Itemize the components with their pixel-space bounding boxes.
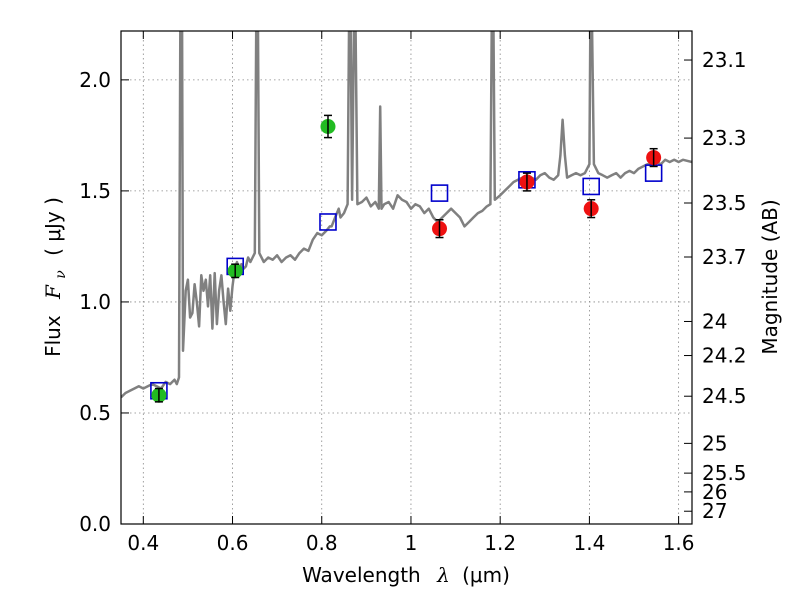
y2-tick-label: 26 bbox=[702, 480, 727, 504]
x-tick-label: 0.8 bbox=[306, 531, 338, 555]
grid bbox=[121, 31, 692, 525]
y2-tick-label: 24 bbox=[702, 309, 727, 333]
y2-tick-label: 24.5 bbox=[702, 384, 747, 408]
model-square bbox=[430, 184, 449, 202]
y2-tick-label: 27 bbox=[702, 499, 727, 523]
spectrum-line bbox=[121, 31, 692, 399]
y-axis-title-unit: ( μJy ) bbox=[41, 197, 65, 256]
y-axis-title-symbol: F bbox=[41, 284, 65, 300]
plot-frame bbox=[120, 30, 693, 525]
ticks: 0.4 0.6 0.8 1 1.2 1.4 1.6 0.0 0.5 1.0 1.5 2.0 23.1 23… bbox=[79, 31, 747, 555]
y2-tick-label: 24.2 bbox=[702, 344, 747, 368]
y2-tick-label: 23.3 bbox=[702, 126, 747, 150]
y2-tick-label: 23.5 bbox=[702, 191, 747, 215]
x-tick-label: 1.4 bbox=[573, 531, 605, 555]
x-axis-title-symbol: λ bbox=[436, 563, 450, 587]
data-layer bbox=[121, 31, 692, 403]
y2-tick-label: 23.7 bbox=[702, 245, 747, 269]
x-tick-label: 1.6 bbox=[663, 531, 695, 555]
x-axis-title-main: Wavelength bbox=[302, 563, 421, 587]
x-tick-label: 1.2 bbox=[484, 531, 516, 555]
y-tick-label: 0.0 bbox=[79, 512, 111, 536]
y-axis-title-main: Flux bbox=[41, 315, 65, 357]
y-tick-label: 0.5 bbox=[79, 401, 111, 425]
x-tick-label: 0.6 bbox=[217, 531, 249, 555]
y-tick-label: 1.0 bbox=[79, 290, 111, 314]
y-axis-title: Flux F ν ( μJy ) bbox=[41, 197, 70, 357]
y-tick-label: 2.0 bbox=[79, 68, 111, 92]
x-tick-label: 1 bbox=[405, 531, 418, 555]
y2-tick-label: 25 bbox=[702, 431, 727, 455]
x-tick-label: 0.4 bbox=[127, 531, 159, 555]
model-square bbox=[582, 177, 600, 196]
x-axis-title-unit: (μm) bbox=[462, 563, 510, 587]
y-tick-label: 1.5 bbox=[79, 179, 111, 203]
y2-tick-label: 23.1 bbox=[702, 48, 747, 72]
model-square bbox=[319, 213, 337, 231]
y2-tick-label: 25.5 bbox=[702, 461, 747, 485]
y2-axis-title: Magnitude (AB) bbox=[758, 199, 782, 354]
model-square bbox=[644, 164, 663, 182]
y-axis-title-subscript: ν bbox=[53, 270, 69, 279]
x-axis-title: Wavelength λ (μm) bbox=[302, 563, 510, 587]
